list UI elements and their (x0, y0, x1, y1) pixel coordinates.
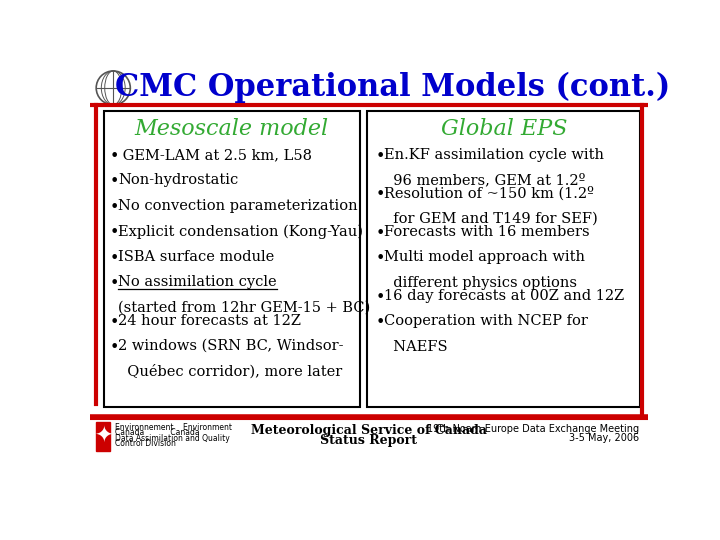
Text: 3-5 May, 2006: 3-5 May, 2006 (569, 433, 639, 443)
Text: •: • (109, 339, 119, 356)
FancyBboxPatch shape (96, 422, 110, 451)
Text: Environnement    Environment: Environnement Environment (114, 423, 232, 432)
Text: •: • (109, 148, 119, 165)
Text: •: • (376, 251, 385, 267)
Text: Global EPS: Global EPS (441, 118, 567, 140)
Text: 96 members, GEM at 1.2º: 96 members, GEM at 1.2º (384, 173, 586, 187)
Text: •: • (376, 225, 385, 242)
Text: Québec corridor), more later: Québec corridor), more later (118, 364, 342, 379)
Text: (started from 12hr GEM-15 + BC): (started from 12hr GEM-15 + BC) (118, 300, 370, 314)
Text: GEM-LAM at 2.5 km, L58: GEM-LAM at 2.5 km, L58 (118, 148, 312, 162)
Text: Explicit condensation (Kong-Yau): Explicit condensation (Kong-Yau) (118, 224, 363, 239)
Text: No convection parameterization: No convection parameterization (118, 199, 358, 213)
Text: Control Division: Control Division (114, 439, 176, 448)
Text: Data Assimilation and Quality: Data Assimilation and Quality (114, 434, 230, 443)
Text: •: • (109, 275, 119, 292)
Text: Forecasts with 16 members: Forecasts with 16 members (384, 225, 590, 239)
Text: Resolution of ~150 km (1.2º: Resolution of ~150 km (1.2º (384, 186, 595, 201)
FancyBboxPatch shape (367, 111, 640, 408)
Text: Non-hydrostatic: Non-hydrostatic (118, 173, 238, 187)
Text: CMC Operational Models (cont.): CMC Operational Models (cont.) (114, 71, 670, 103)
Text: 16 day forecasts at 00Z and 12Z: 16 day forecasts at 00Z and 12Z (384, 289, 625, 303)
Text: NAEFS: NAEFS (384, 340, 448, 354)
Text: •: • (109, 224, 119, 241)
Text: En.KF assimilation cycle with: En.KF assimilation cycle with (384, 148, 605, 162)
Text: ISBA surface module: ISBA surface module (118, 249, 274, 264)
Text: •: • (376, 314, 385, 331)
Text: •: • (376, 148, 385, 165)
Text: Multi model approach with: Multi model approach with (384, 251, 585, 265)
Text: •: • (376, 289, 385, 306)
Text: Canada           Canada: Canada Canada (114, 428, 199, 437)
Text: •: • (109, 199, 119, 216)
Text: •: • (109, 173, 119, 191)
Text: •: • (109, 314, 119, 330)
Text: Cooperation with NCEP for: Cooperation with NCEP for (384, 314, 588, 328)
Text: No assimilation cycle: No assimilation cycle (118, 275, 276, 289)
Text: ✦: ✦ (94, 427, 112, 447)
Text: 24 hour forecasts at 12Z: 24 hour forecasts at 12Z (118, 314, 301, 327)
Text: •: • (109, 249, 119, 267)
Text: 2 windows (SRN BC, Windsor-: 2 windows (SRN BC, Windsor- (118, 339, 343, 353)
Text: Status Report: Status Report (320, 434, 418, 448)
Text: for GEM and T149 for SEF): for GEM and T149 for SEF) (384, 212, 598, 226)
Text: Mesoscale model: Mesoscale model (135, 118, 329, 140)
Text: •: • (376, 186, 385, 204)
FancyBboxPatch shape (104, 111, 360, 408)
Text: Meteorological Service of Canada: Meteorological Service of Canada (251, 424, 487, 437)
Text: different physics options: different physics options (384, 276, 577, 290)
Text: 19th Noam-Europe Data Exchange Meeting: 19th Noam-Europe Data Exchange Meeting (426, 424, 639, 434)
